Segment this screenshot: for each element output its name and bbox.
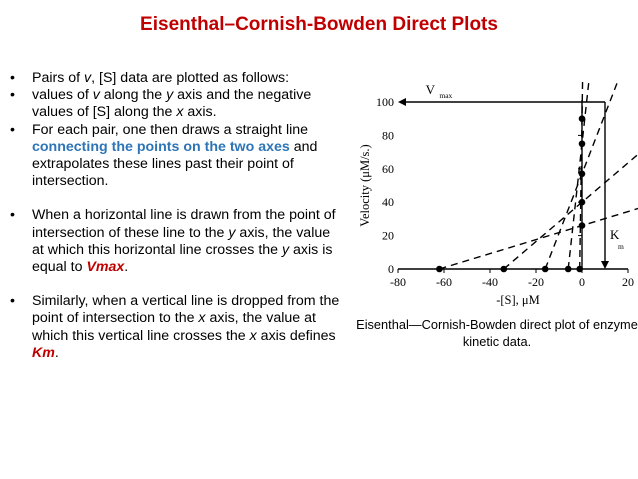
dashed-line-pair-1 [439,207,638,270]
point-v-3 [578,170,586,178]
x-axis-label: -[S], μM [496,293,540,307]
figure-caption: Eisenthal—Cornish-Bowden direct plot of … [356,317,638,349]
bullet-2-text-c: axis and the negative values of [S] alon… [32,87,312,121]
x-tick-label: 20 [622,275,634,289]
bullet-1: • Pairs of v, [S] data are plotted as fo… [10,70,345,87]
bullet-5-text-c: axis defines [256,327,336,344]
bullet-dot: • [10,293,15,310]
bullet-2-text-b: along the [99,87,167,104]
bullet-4-text-c: axis is equal to [32,241,333,276]
bullet-1-text-a: Pairs of [32,70,85,86]
bullet-dot: • [10,207,15,224]
dashed-line-pair-2 [503,153,638,270]
bullet-3-text-b: and extrapolates these lines past their … [32,138,318,190]
bullet-4-highlight-vmax: Vmax [86,259,125,276]
bullet-2-var-v: v [92,87,100,104]
y-tick-label: 80 [382,128,394,142]
x-tick-label: -80 [390,275,406,289]
vmax-arrowhead [398,98,406,106]
bullet-1-text-b: , [S] data are plotted as follows: [91,70,290,86]
y-tick-label: 40 [382,195,394,209]
bullet-gap [10,276,345,293]
bullet-5-text-a: Similarly, when a vertical line is dropp… [32,293,340,327]
x-tick-label: -40 [482,275,498,289]
bullet-5: • Similarly, when a vertical line is dro… [10,293,345,362]
bullet-5-text-b: axis, the value at which this vertical l… [32,310,316,344]
bullet-dot: • [10,121,15,138]
y-tick-label: 0 [388,262,394,276]
bullet-5-highlight-km: Km [32,344,55,361]
bullet-4-text-b: axis, the value at which this horizontal… [32,224,331,258]
bullet-gap [10,190,345,207]
bullet-4-var-y2: y [281,241,290,258]
point-v-2 [578,198,586,206]
y-tick-label: 100 [376,95,394,109]
point-v-5 [578,115,586,122]
point-v-4 [578,140,586,148]
x-tick-label: -20 [528,275,544,289]
point-neg-s-2 [500,265,508,273]
x-tick-label: -60 [436,275,452,289]
point-neg-s-4 [564,265,572,273]
bullet-4-var-y: y [228,224,236,241]
point-neg-s-3 [541,265,549,273]
dashed-line-pair-3 [544,82,619,270]
slide-title: Eisenthal–Cornish-Bowden Direct Plots [140,14,498,35]
y-tick-label: 60 [382,162,394,176]
bullet-5-text-d: . [54,344,59,361]
bullet-1-var-v: v [84,70,92,86]
point-neg-s-5 [576,265,583,273]
bullet-2-var-x: x [176,104,184,121]
bullet-3-text-a: For each pair, one then draws a straight… [32,121,309,138]
y-tick-label: 20 [382,229,394,243]
bullet-dot: • [10,70,15,86]
bullet-2-text-a: values of [32,87,93,104]
bullet-3: • For each pair, one then draws a straig… [10,122,345,191]
km-arrowhead [601,261,609,269]
y-axis-label: Velocity (μM/s.) [358,144,372,226]
bullet-4-text-a: When a horizontal line is drawn from the… [32,207,336,241]
bullet-2-text-d: axis. [183,104,217,121]
bullet-3-highlight: connecting the points on the two axes [32,138,290,155]
bullet-5-var-x: x [198,310,206,327]
point-v-1 [578,222,586,229]
x-tick-label: 0 [579,275,585,289]
km-subscript: m [618,242,624,251]
bullet-2: • values of v along the y axis and the n… [10,87,345,121]
bullet-4: • When a horizontal line is drawn from t… [10,207,345,276]
bullet-dot: • [10,87,15,104]
bullet-2-var-y: y [166,87,174,104]
bullet-5-var-x2: x [249,327,257,344]
km-label: K [610,227,620,242]
bullet-list: • Pairs of v, [S] data are plotted as fo… [10,70,345,362]
vmax-label: V [426,82,436,97]
bullet-4-text-d: . [124,259,129,276]
point-neg-s-1 [436,265,443,273]
vmax-subscript: max [439,91,452,100]
direct-plot-chart: -80 -60 -40 -20 0 20 0 20 40 60 80 100 -[S], μM Veloc… [358,82,638,307]
